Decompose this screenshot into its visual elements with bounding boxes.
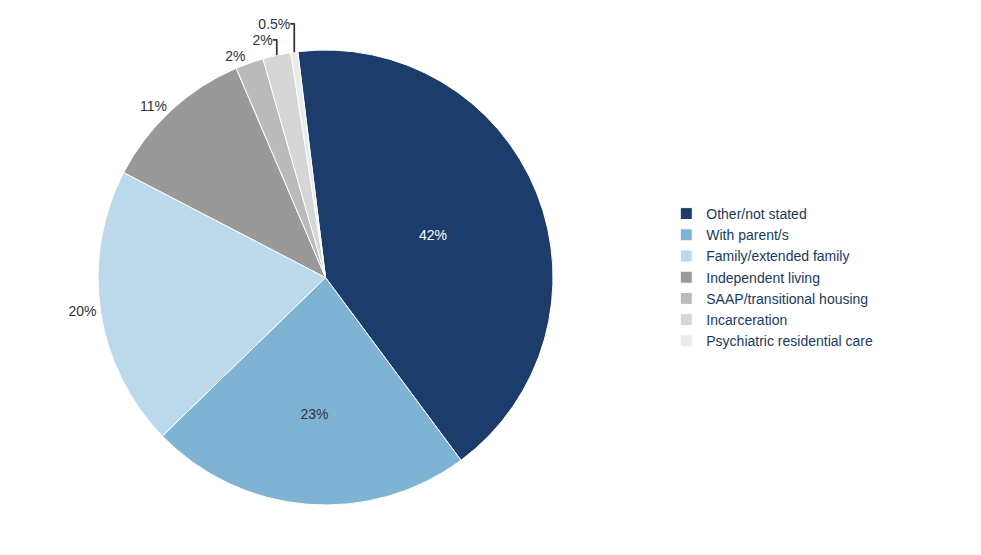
svg-text:2%: 2% [253,32,273,48]
svg-text:Incarceration: Incarceration [706,312,787,328]
svg-text:20%: 20% [68,303,96,319]
svg-text:42%: 42% [419,227,447,243]
svg-text:Family/extended family: Family/extended family [706,248,849,264]
svg-text:Independent living: Independent living [706,270,820,286]
svg-text:23%: 23% [300,406,328,422]
svg-text:Psychiatric residential care: Psychiatric residential care [706,333,873,349]
svg-text:11%: 11% [140,98,167,114]
svg-text:0.5%: 0.5% [258,16,290,32]
svg-text:2%: 2% [225,48,245,64]
svg-text:SAAP/transitional housing: SAAP/transitional housing [706,291,868,307]
svg-text:Other/not stated: Other/not stated [706,206,806,222]
svg-text:With parent/s: With parent/s [706,227,788,243]
